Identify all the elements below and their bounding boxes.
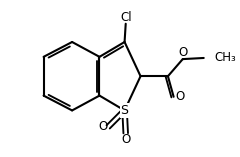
Text: O: O: [175, 90, 185, 103]
Text: O: O: [179, 46, 188, 59]
Text: S: S: [120, 104, 129, 117]
Text: O: O: [98, 120, 108, 133]
Text: CH₃: CH₃: [214, 51, 236, 65]
Text: Cl: Cl: [120, 11, 132, 24]
Text: O: O: [121, 133, 130, 146]
